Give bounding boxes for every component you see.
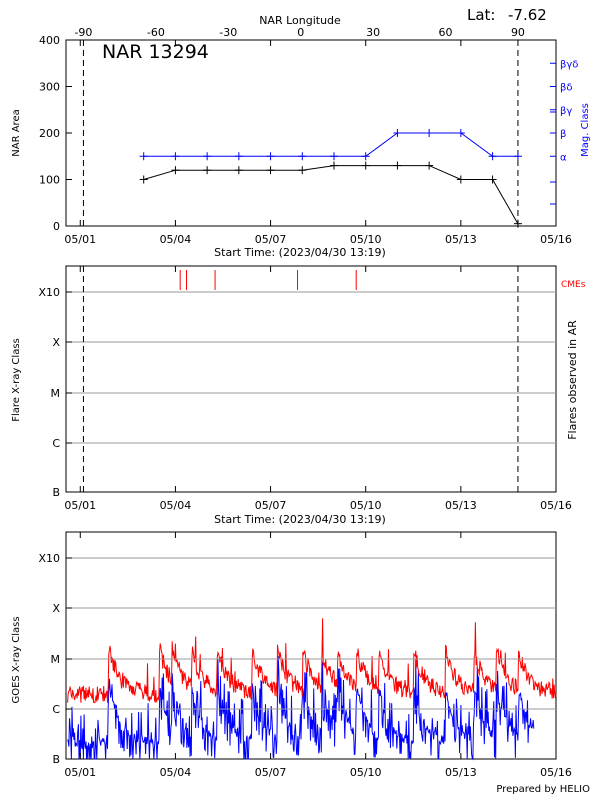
- mag-class-point: [488, 152, 497, 161]
- nar-area-point: [298, 166, 307, 175]
- mag-class-point: [171, 152, 180, 161]
- flare-panel: Flare X-ray Class Flares observed in AR …: [11, 265, 586, 526]
- x-tick-label: 05/01: [64, 766, 96, 779]
- nar-area-point: [139, 175, 148, 184]
- x-tick-label: 05/04: [160, 766, 192, 779]
- mag-class-point: [234, 152, 243, 161]
- longitude-tick-label: -60: [147, 26, 165, 39]
- nar-area-xlabel: Start Time: (2023/04/30 13:19): [214, 246, 386, 259]
- mag-class-tick-label: α: [560, 152, 567, 163]
- lat-value: -7.62: [508, 6, 547, 24]
- flare-xlabel: Start Time: (2023/04/30 13:19): [214, 513, 386, 526]
- y-tick-label: B: [52, 753, 60, 766]
- y-tick-label: X: [52, 602, 60, 615]
- y-tick-label: X10: [38, 552, 60, 565]
- nar-longitude-label: NAR Longitude: [259, 14, 341, 27]
- nar-area-point: [203, 166, 212, 175]
- longitude-tick-label: 90: [511, 26, 525, 39]
- y-tick-label: 400: [39, 34, 60, 47]
- goes-frame: [65, 531, 557, 760]
- y-tick-label: C: [52, 703, 60, 716]
- y-tick-label: 0: [53, 220, 60, 233]
- y-tick-label: 100: [39, 174, 60, 187]
- x-tick-label: 05/04: [160, 233, 192, 246]
- nar-area-panel: NAR Longitude Lat: -7.62 NAR 13294 NAR A…: [11, 6, 591, 259]
- mag-class-point: [203, 152, 212, 161]
- goes-short-channel-line: [67, 656, 535, 761]
- y-tick-label: X: [52, 336, 60, 349]
- x-tick-label: 05/13: [445, 766, 477, 779]
- x-tick-label: 05/13: [445, 499, 477, 512]
- nar-area-point: [234, 166, 243, 175]
- mag-class-point: [393, 129, 402, 137]
- mag-class-tick-label: βγδ: [560, 59, 578, 70]
- cmes-label: CMEs: [561, 280, 586, 290]
- mag-class-tick-label: βγ: [560, 106, 572, 117]
- x-tick-label: 05/04: [160, 499, 192, 512]
- longitude-tick-label: 60: [439, 26, 453, 39]
- goes-ylabel: GOES X-ray Class: [11, 616, 22, 703]
- nar-area-point: [488, 175, 497, 184]
- nar-area-point: [329, 161, 338, 170]
- chart-title: NAR 13294: [102, 41, 209, 63]
- mag-class-point: [425, 129, 434, 137]
- nar-area-point: [456, 175, 465, 184]
- longitude-tick-label: 30: [366, 26, 380, 39]
- x-tick-label: 05/10: [350, 233, 382, 246]
- flare-ylabel: Flare X-ray Class: [11, 338, 22, 422]
- x-tick-label: 05/13: [445, 233, 477, 246]
- nar-area-ylabel: NAR Area: [11, 109, 22, 156]
- mag-class-point: [513, 152, 522, 161]
- y-tick-label: 200: [39, 127, 60, 140]
- x-tick-label: 05/16: [540, 233, 572, 246]
- footer-credit: Prepared by HELIO: [496, 784, 590, 795]
- x-tick-label: 05/01: [64, 233, 96, 246]
- mag-class-ylabel: Mag. Class: [580, 103, 591, 157]
- mag-class-point: [139, 152, 148, 161]
- nar-area-point: [266, 166, 275, 175]
- nar-area-point: [513, 219, 522, 228]
- x-tick-label: 05/16: [540, 766, 572, 779]
- mag-class-point: [456, 129, 465, 137]
- lat-label: Lat:: [467, 6, 495, 24]
- mag-class-tick-label: β: [560, 129, 566, 140]
- mag-class-point: [329, 152, 338, 161]
- y-tick-label: C: [52, 437, 60, 450]
- y-tick-label: B: [52, 486, 60, 499]
- x-tick-label: 05/10: [350, 499, 382, 512]
- longitude-tick-label: -30: [219, 26, 237, 39]
- y-tick-label: X10: [38, 286, 60, 299]
- x-tick-label: 05/07: [255, 766, 287, 779]
- y-tick-label: M: [51, 653, 61, 666]
- x-tick-label: 05/07: [255, 499, 287, 512]
- x-tick-label: 05/10: [350, 766, 382, 779]
- flares-observed-label: Flares observed in AR: [566, 320, 579, 440]
- mag-class-point: [361, 152, 370, 161]
- nar-area-point: [361, 161, 370, 170]
- longitude-tick-label: 0: [297, 26, 304, 39]
- nar-area-point: [171, 166, 180, 175]
- goes-long-channel-line: [67, 618, 557, 704]
- mag-class-point: [298, 152, 307, 161]
- nar-area-point: [393, 161, 402, 170]
- nar-area-point: [425, 161, 434, 170]
- x-tick-label: 05/01: [64, 499, 96, 512]
- x-tick-label: 05/16: [540, 499, 572, 512]
- goes-panel: GOES X-ray Class B C M X X10 05/01 05/04 05/07 0…: [11, 531, 590, 795]
- y-tick-label: M: [51, 387, 61, 400]
- mag-class-tick-label: βδ: [560, 83, 573, 94]
- y-tick-label: 300: [39, 81, 60, 94]
- longitude-tick-label: -90: [74, 26, 92, 39]
- x-tick-label: 05/07: [255, 233, 287, 246]
- flare-frame: [65, 265, 557, 493]
- mag-class-point: [266, 152, 275, 161]
